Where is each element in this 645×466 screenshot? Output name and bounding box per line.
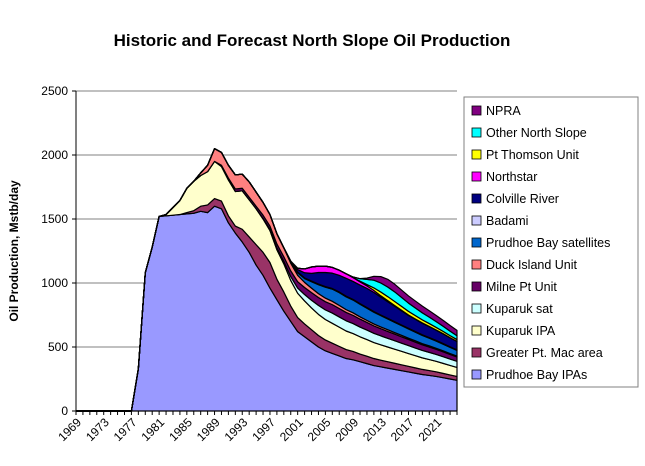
legend-swatch-badami [471,215,482,226]
x-tick-label: 2009 [332,415,361,444]
area-series [75,148,458,412]
x-tick-label: 1977 [111,415,140,444]
legend-label-colville-river: Colville River [486,192,559,206]
x-tick-label: 1969 [55,415,84,444]
legend-swatch-kuparuk-sat [471,303,482,314]
y-tick-label: 500 [48,340,68,354]
y-tick-label: 2000 [41,148,68,162]
y-tick-label: 2500 [41,84,68,98]
legend-label-prudhoe-bay-ipas: Prudhoe Bay IPAs [486,368,587,382]
legend-swatch-other-north-slope [471,127,482,138]
x-tick-label: 1973 [83,415,112,444]
y-axis-ticks: 0 500 1000 1500 2000 2500 [41,84,76,418]
x-tick-label: 2021 [416,415,445,444]
x-tick-label: 1989 [194,415,223,444]
legend-swatch-prudhoe-bay-ipas [471,369,482,380]
legend-swatch-kuparuk-ipa [471,325,482,336]
legend-swatch-prudhoe-bay-satellites [471,237,482,248]
x-tick-label: 1981 [138,415,167,444]
legend-swatch-npra [471,105,482,116]
x-tick-label: 2005 [305,415,334,444]
chart-title: Historic and Forecast North Slope Oil Pr… [114,31,511,50]
axes [75,91,457,412]
x-tick-label: 2017 [388,415,417,444]
legend-label-prudhoe-bay-satellites: Prudhoe Bay satellites [486,236,610,250]
legend-label-npra: NPRA [486,104,521,118]
x-tick-label: 2001 [277,415,306,444]
y-tick-label: 1000 [41,276,68,290]
legend-label-pt-thomson-unit: Pt Thomson Unit [486,148,579,162]
x-tick-label: 1997 [249,415,278,444]
legend: NPRA Other North Slope Pt Thomson Unit Nort… [463,96,639,388]
x-tick-label: 1985 [166,415,195,444]
legend-label-milne-pt-unit: Milne Pt Unit [486,280,557,294]
x-axis-ticks: 1969197319771981198519891993199720012005… [55,411,458,444]
area-npra [75,148,458,412]
x-tick-label: 1993 [222,415,251,444]
legend-label-greater-pt-mac-area: Greater Pt. Mac area [486,346,603,360]
x-tick-label: 2013 [360,415,389,444]
legend-label-northstar: Northstar [486,170,537,184]
legend-label-kuparuk-ipa: Kuparuk IPA [486,324,556,338]
y-tick-label: 0 [61,404,68,418]
legend-label-kuparuk-sat: Kuparuk sat [486,302,553,316]
legend-label-other-north-slope: Other North Slope [486,126,587,140]
legend-frame [463,96,639,388]
legend-swatch-pt-thomson-unit [471,149,482,160]
legend-swatch-colville-river [471,193,482,204]
y-axis-label: Oil Production, Mstb/day [7,180,21,322]
legend-swatch-duck-island-unit [471,259,482,270]
legend-swatch-milne-pt-unit [471,281,482,292]
y-tick-label: 1500 [41,212,68,226]
legend-label-duck-island-unit: Duck Island Unit [486,258,578,272]
legend-label-badami: Badami [486,214,528,228]
legend-swatch-northstar [471,171,482,182]
legend-swatch-greater-pt-mac-area [471,347,482,358]
